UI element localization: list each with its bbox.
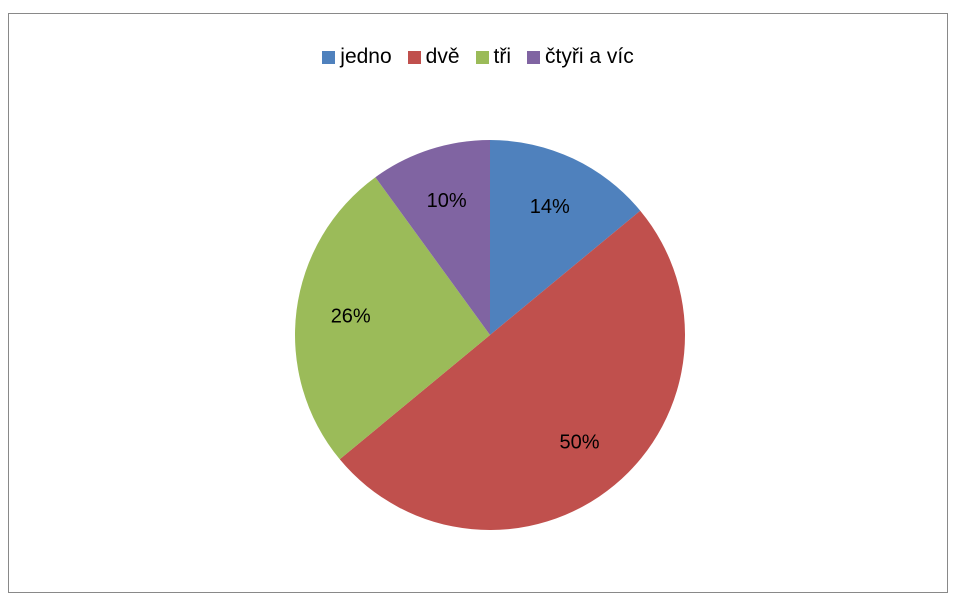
pie-slice-tri — [295, 177, 490, 460]
legend-item-ctyri-a-vic: čtyři a víc — [527, 45, 634, 69]
legend-swatch-jedno — [322, 50, 336, 64]
legend-label-dve: dvě — [425, 45, 460, 68]
legend: jedno dvě tři čtyři a víc — [0, 45, 956, 69]
data-label-dve: 50% — [559, 431, 599, 453]
pie-slice-dve — [339, 210, 685, 531]
legend-label-ctyri-a-vic: čtyři a víc — [545, 45, 634, 68]
legend-swatch-ctyri-a-vic — [527, 50, 541, 64]
legend-item-tri: tři — [475, 45, 512, 69]
legend-swatch-dve — [407, 50, 421, 64]
legend-item-jedno: jedno — [322, 45, 392, 69]
pie-slice-ctyri-a-vic — [375, 140, 490, 335]
data-label-tri: 26% — [331, 306, 371, 328]
data-label-ctyri-a-vic: 10% — [427, 190, 467, 212]
legend-label-tri: tři — [493, 45, 512, 68]
legend-label-jedno: jedno — [340, 45, 392, 68]
pie-slice-jedno — [490, 140, 641, 335]
legend-item-dve: dvě — [407, 45, 460, 69]
legend-swatch-tri — [475, 50, 489, 64]
data-label-jedno: 14% — [530, 196, 570, 218]
